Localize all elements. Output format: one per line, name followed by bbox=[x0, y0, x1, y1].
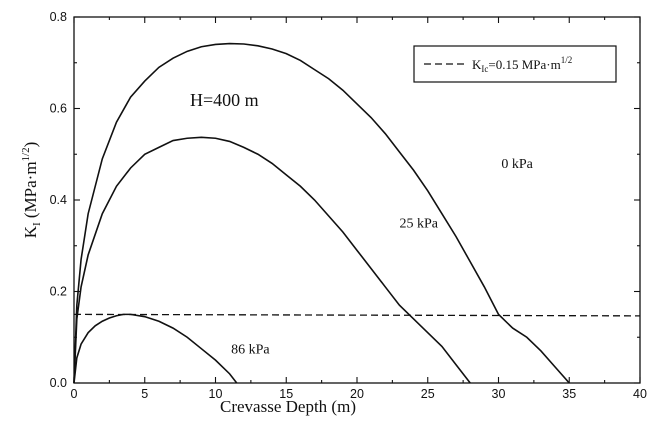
annotation-h: H=400 m bbox=[190, 90, 259, 110]
x-tick-label: 40 bbox=[633, 387, 647, 401]
y-axis-title-close: ) bbox=[21, 142, 40, 148]
axes: 0 5 10 15 20 25 30 35 40 0.0 0.2 0.4 0.6 0.8 bbox=[50, 10, 647, 401]
x-tick-label: 10 bbox=[209, 387, 223, 401]
threshold-line bbox=[73, 313, 641, 317]
y-axis-title-exp: 1/2 bbox=[20, 147, 32, 161]
series-line-0-kpa bbox=[73, 42, 570, 384]
series-label-25-kpa: 25 kPa bbox=[399, 216, 438, 231]
y-axis-title-paren: (MPa·m bbox=[21, 161, 40, 222]
y-axis-title-sub: I bbox=[31, 222, 43, 226]
legend: KIc=0.15 MPa·m1/2 bbox=[413, 45, 617, 83]
y-tick-label: 0.4 bbox=[50, 193, 67, 207]
series-label-86-kpa: 86 kPa bbox=[231, 342, 270, 357]
x-tick-label: 20 bbox=[350, 387, 364, 401]
x-tick-label: 25 bbox=[421, 387, 435, 401]
legend-label-exp: 1/2 bbox=[561, 55, 573, 65]
y-tick-label: 0.0 bbox=[50, 376, 67, 390]
y-tick-label: 0.8 bbox=[50, 10, 67, 24]
y-axis-title-main: K bbox=[21, 225, 40, 238]
series-line-86-kpa bbox=[73, 313, 238, 384]
legend-label-rest: =0.15 MPa·m bbox=[488, 57, 560, 72]
x-axis-title: Crevasse Depth (m) bbox=[220, 397, 356, 416]
x-tick-label: 5 bbox=[141, 387, 148, 401]
legend-label-sub: Ic bbox=[481, 64, 488, 74]
series-lines: 0 kPa 25 kPa 86 kPa bbox=[73, 42, 641, 384]
y-axis-title: KI (MPa·m1/2) bbox=[20, 142, 43, 239]
series-line-25-kpa bbox=[73, 136, 471, 384]
x-tick-label: 30 bbox=[492, 387, 506, 401]
x-tick-label: 35 bbox=[562, 387, 576, 401]
legend-label-main: K bbox=[472, 57, 482, 72]
y-tick-label: 0.2 bbox=[50, 285, 67, 299]
legend-label: KIc=0.15 MPa·m1/2 bbox=[472, 55, 572, 74]
series-label-0-kpa: 0 kPa bbox=[501, 157, 533, 172]
y-tick-label: 0.6 bbox=[50, 102, 67, 116]
x-tick-label: 0 bbox=[71, 387, 78, 401]
x-tick-label: 15 bbox=[279, 387, 293, 401]
